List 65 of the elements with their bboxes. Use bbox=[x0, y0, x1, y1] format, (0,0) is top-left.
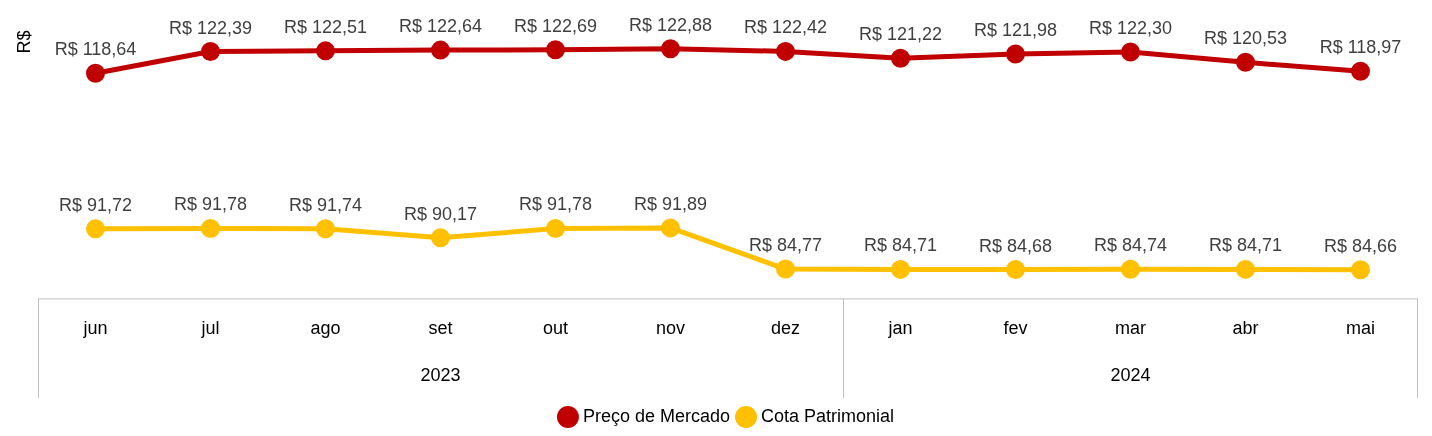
data-label: R$ 84,71 bbox=[863, 235, 938, 256]
point bbox=[1351, 61, 1370, 81]
data-label: R$ 122,51 bbox=[283, 16, 368, 37]
point bbox=[201, 219, 220, 239]
data-label: R$ 84,74 bbox=[1093, 235, 1168, 256]
x-tick-label: dez bbox=[770, 318, 801, 339]
data-label: R$ 84,77 bbox=[748, 235, 823, 256]
data-label: R$ 122,42 bbox=[743, 17, 828, 38]
point bbox=[776, 259, 795, 279]
point bbox=[661, 218, 680, 238]
data-label: R$ 122,30 bbox=[1088, 18, 1173, 39]
point bbox=[86, 63, 105, 83]
data-label: R$ 90,17 bbox=[403, 203, 478, 224]
point bbox=[891, 48, 910, 68]
x-tick-label: jul bbox=[200, 318, 220, 339]
x-tick-label: out bbox=[542, 318, 569, 339]
point bbox=[891, 259, 910, 279]
x-tick-label: nov bbox=[655, 318, 686, 339]
point bbox=[1006, 44, 1025, 64]
data-label: R$ 84,71 bbox=[1208, 235, 1283, 256]
point bbox=[1121, 259, 1140, 279]
point bbox=[1006, 260, 1025, 280]
x-tick-label: mar bbox=[1115, 318, 1146, 339]
x-tick-label: jan bbox=[887, 318, 913, 339]
data-label: R$ 122,69 bbox=[513, 15, 598, 36]
data-label: R$ 122,64 bbox=[398, 16, 483, 37]
point bbox=[1236, 52, 1255, 72]
point bbox=[86, 219, 105, 239]
data-label: R$ 122,88 bbox=[628, 14, 713, 35]
x-tick-label: fev bbox=[1003, 318, 1028, 339]
point bbox=[316, 219, 335, 239]
data-label: R$ 91,78 bbox=[173, 194, 248, 215]
point bbox=[1351, 260, 1370, 280]
data-label: R$ 91,74 bbox=[288, 194, 363, 215]
data-label: R$ 118,97 bbox=[1319, 37, 1402, 58]
text: 2024 bbox=[1110, 365, 1151, 386]
point bbox=[776, 41, 795, 61]
x-tick-label: mai bbox=[1345, 318, 1376, 339]
data-label: R$ 122,39 bbox=[168, 17, 253, 38]
data-label: R$ 84,68 bbox=[978, 235, 1053, 256]
data-label: R$ 121,98 bbox=[973, 19, 1058, 40]
point bbox=[1236, 259, 1255, 279]
point bbox=[1121, 42, 1140, 62]
data-label: R$ 91,89 bbox=[633, 193, 708, 214]
x-tick-label: jun bbox=[82, 318, 108, 339]
data-label: R$ 91,72 bbox=[58, 194, 133, 215]
legend-label: Preço de Mercado bbox=[582, 405, 731, 426]
x-tick-label: abr bbox=[1232, 318, 1259, 339]
x-tick-label: set bbox=[428, 318, 453, 339]
data-label: R$ 118,64 bbox=[54, 39, 137, 60]
data-label: R$ 121,22 bbox=[858, 24, 943, 45]
point bbox=[546, 40, 565, 60]
point bbox=[661, 39, 680, 59]
point bbox=[546, 219, 565, 239]
x-tick-label: ago bbox=[310, 318, 341, 339]
point bbox=[316, 41, 335, 61]
point bbox=[431, 228, 450, 248]
point bbox=[201, 42, 220, 62]
data-label: R$ 84,66 bbox=[1323, 235, 1398, 256]
point bbox=[431, 40, 450, 60]
data-label: R$ 91,78 bbox=[518, 194, 593, 215]
y-axis-title: R$ bbox=[13, 30, 34, 54]
data-label: R$ 120,53 bbox=[1203, 28, 1288, 49]
legend-label: Cota Patrimonial bbox=[761, 405, 895, 426]
text: 2023 bbox=[420, 365, 461, 386]
